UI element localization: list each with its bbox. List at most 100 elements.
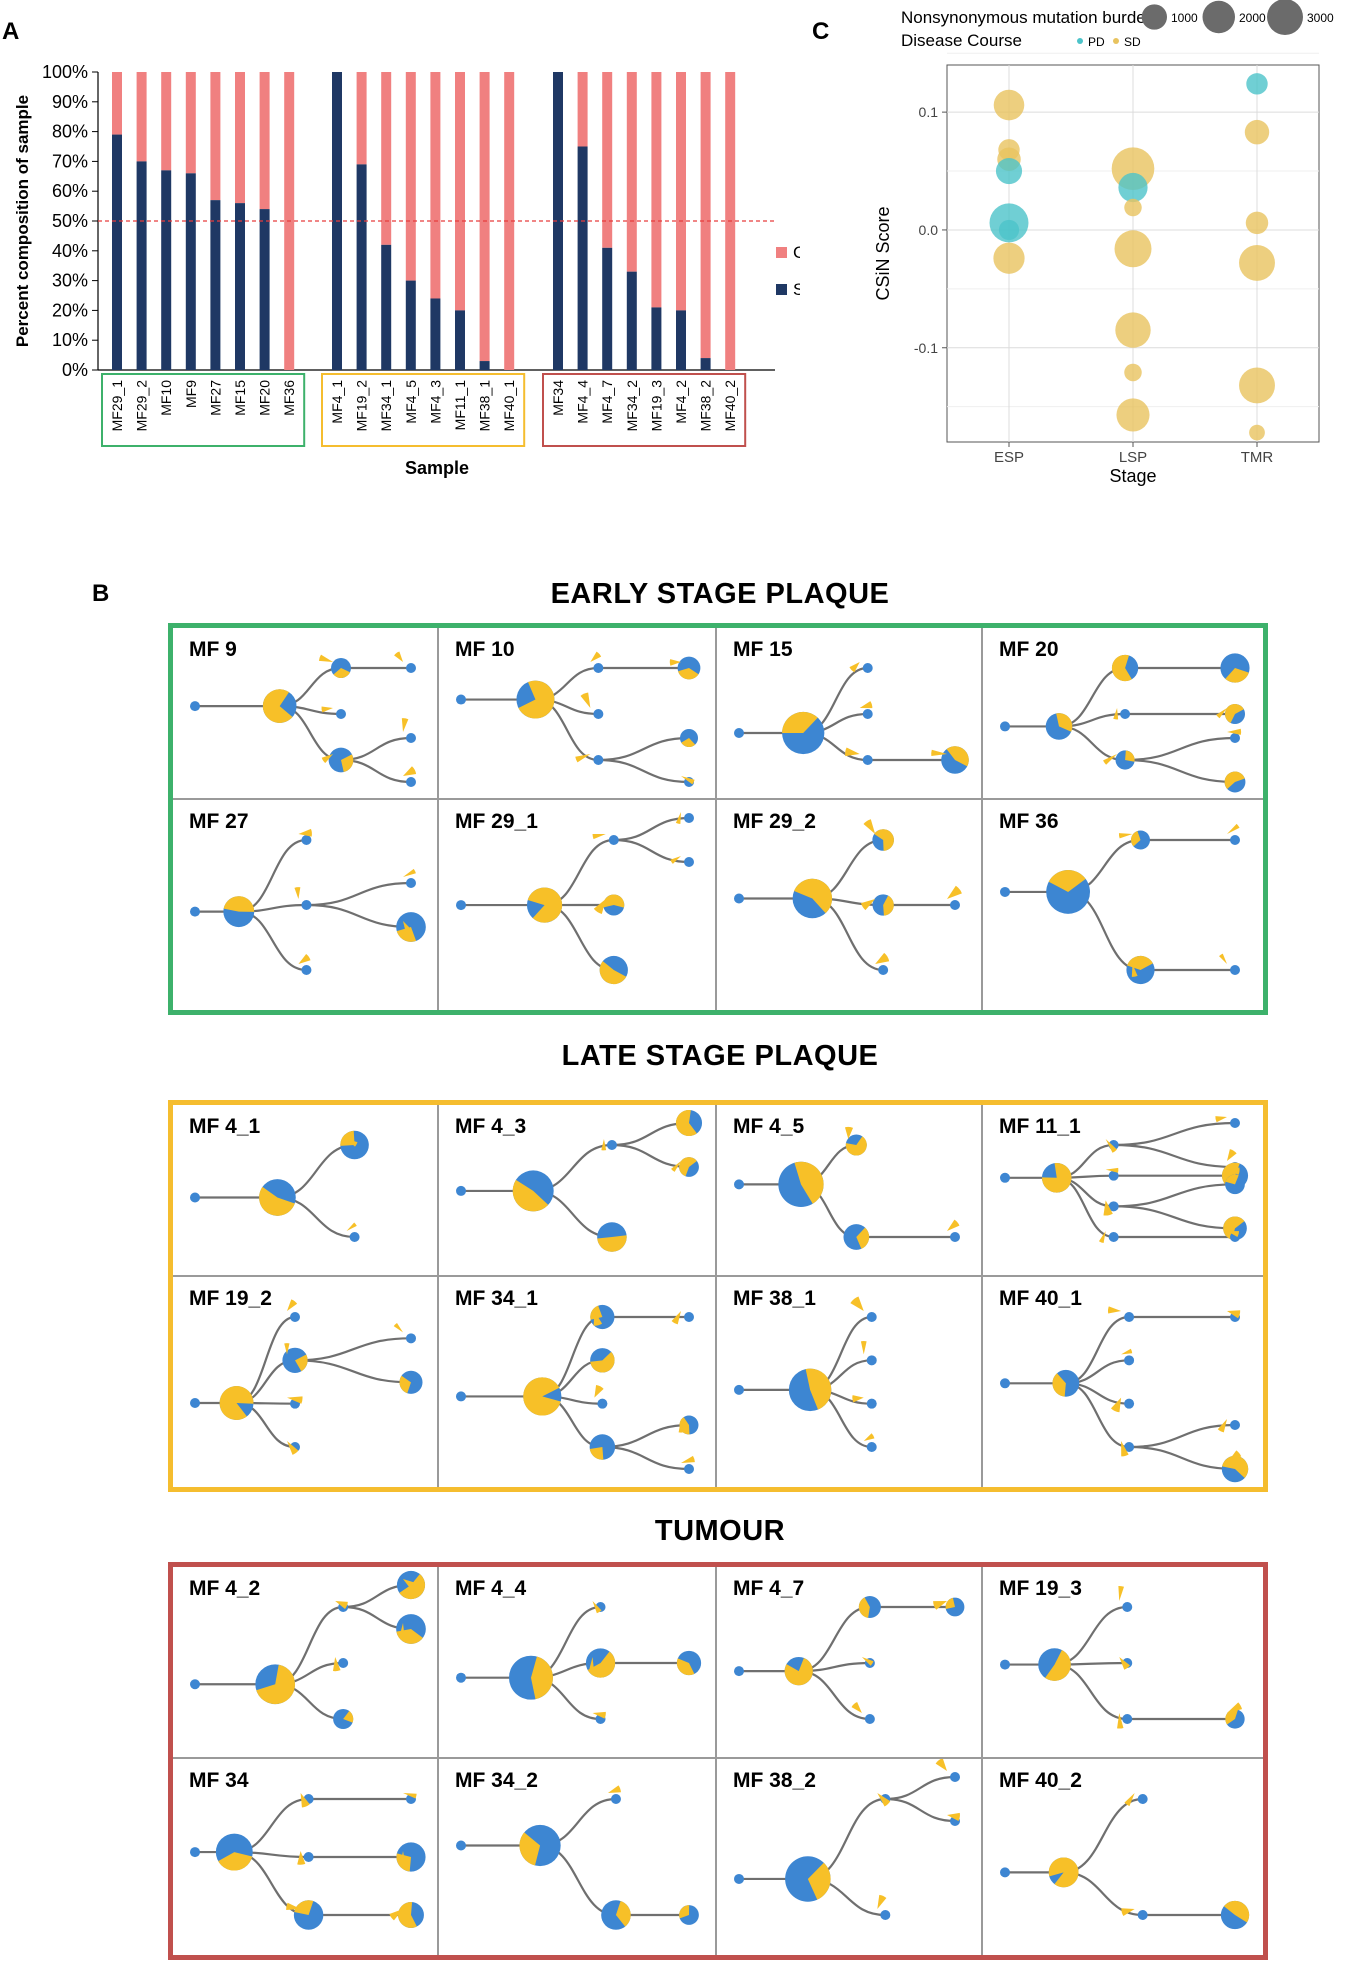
branch-wedge <box>845 747 860 757</box>
branch-wedge <box>580 692 591 708</box>
y-axis-label: Percent composition of sample <box>13 95 32 347</box>
branch-wedge <box>863 819 876 834</box>
tree-cell: MF 29_2 <box>717 800 983 1010</box>
node-wedge <box>845 1136 867 1156</box>
tree-sample-label: MF 9 <box>189 638 237 661</box>
bar-clade <box>185 72 196 174</box>
tree-edge <box>885 1797 956 1823</box>
branch-wedge <box>575 754 591 763</box>
node-wedge <box>587 1651 616 1678</box>
branch-wedge <box>593 1311 603 1326</box>
stacked-bar-chart: 0% 10% 20% 30% 40% 50% 60% 70% 80% 90% 100% Percent… <box>13 62 800 478</box>
branch-wedge <box>592 1601 602 1614</box>
node-circle <box>1230 1118 1240 1128</box>
root-node <box>456 1185 466 1196</box>
bar-clade <box>405 72 416 281</box>
tree-edge <box>1129 1423 1236 1449</box>
root-node <box>190 701 200 712</box>
root-node <box>1000 1378 1010 1389</box>
branch-wedge <box>1119 1657 1131 1670</box>
bar-clade <box>235 72 245 204</box>
branch-wedge <box>287 1299 298 1311</box>
bar-clade <box>700 72 711 359</box>
root-node <box>1000 1659 1010 1670</box>
bar-stem <box>381 244 392 370</box>
branch-wedge <box>947 1219 960 1231</box>
node-wedge <box>1225 1709 1238 1725</box>
tree-cell: MF 34_2 <box>439 1759 717 1955</box>
y-tick-label: 0.1 <box>919 104 939 120</box>
x-tick-label: LSP <box>1119 449 1147 466</box>
tree-sample-label: MF 34 <box>189 1769 249 1792</box>
bar-stem <box>455 310 465 370</box>
x-axis-label: Stage <box>1109 466 1156 486</box>
scatter-point <box>1124 363 1142 382</box>
x-tick-label: MF34_1 <box>378 380 394 432</box>
bar-stem <box>430 298 441 370</box>
bar-clade <box>504 72 515 370</box>
branch-wedge <box>346 1222 357 1231</box>
x-tick-label: MF38_1 <box>477 380 493 432</box>
root-node <box>734 1384 744 1395</box>
x-tick-label: MF4_7 <box>599 380 615 424</box>
scatter-point <box>993 242 1025 274</box>
scatter-point <box>998 219 1020 241</box>
panel-label-c: C <box>812 18 830 45</box>
node-wedge <box>589 1447 604 1460</box>
branch-wedge <box>859 701 873 709</box>
root-node <box>190 1397 200 1408</box>
y-tick-label: 100% <box>42 62 88 82</box>
root-node <box>456 900 466 911</box>
branch-wedge <box>935 1759 947 1771</box>
root-node <box>734 727 744 738</box>
tree-sample-label: MF 4_7 <box>733 1577 805 1600</box>
node-wedge <box>1111 654 1132 682</box>
tree-sample-label: MF 36 <box>999 810 1059 833</box>
node-wedge <box>856 1227 870 1249</box>
node-wedge <box>1052 1373 1066 1397</box>
tree-edge <box>602 1445 690 1471</box>
tree-edge <box>1125 736 1236 762</box>
bar-stem <box>235 203 245 370</box>
y-tick-label: -0.1 <box>914 340 938 356</box>
tree-edge <box>1113 1205 1236 1230</box>
node-wedge <box>1127 955 1153 970</box>
tree-sample-label: MF 15 <box>733 638 793 661</box>
scatter-point <box>1239 367 1275 404</box>
branch-wedge <box>592 1711 606 1719</box>
tree-cell: MF 29_1 <box>439 800 717 1010</box>
tree-diagram <box>1000 823 1240 985</box>
node-wedge <box>340 754 354 773</box>
bar-clade <box>161 72 172 171</box>
node-circle <box>597 1398 608 1409</box>
scatter-point <box>1115 312 1151 348</box>
branch-wedge <box>671 1311 681 1325</box>
bar-stem <box>651 307 662 370</box>
node-wedge <box>805 1368 832 1410</box>
branch-wedge <box>1107 1306 1122 1314</box>
tree-sample-label: MF 4_4 <box>455 1577 527 1600</box>
branch-wedge <box>1113 708 1119 720</box>
scatter-point <box>1114 230 1152 268</box>
node-wedge <box>681 738 696 748</box>
branch-wedge <box>1118 1586 1125 1601</box>
legend-size-circle <box>1267 0 1303 35</box>
bar-clade <box>602 72 613 248</box>
tree-diagram <box>1000 1793 1250 1930</box>
node-circle <box>1230 733 1240 743</box>
early-stage-title: EARLY STAGE PLAQUE <box>550 578 890 610</box>
branch-wedge <box>681 1455 695 1463</box>
node-circle <box>866 1355 877 1366</box>
tree-cell: MF 4_2 <box>173 1567 439 1759</box>
node-wedge <box>784 1657 813 1686</box>
node-circle <box>606 1140 617 1150</box>
node-wedge <box>294 1900 314 1915</box>
branch-wedge <box>681 776 695 785</box>
node-circle <box>684 1312 694 1322</box>
branch-wedge <box>601 1139 607 1151</box>
node-circle <box>593 709 604 719</box>
tree-cell: MF 34 <box>173 1759 439 1955</box>
scatter-point <box>1246 73 1268 95</box>
node-wedge <box>1131 831 1141 847</box>
scatter-point <box>1118 172 1148 203</box>
